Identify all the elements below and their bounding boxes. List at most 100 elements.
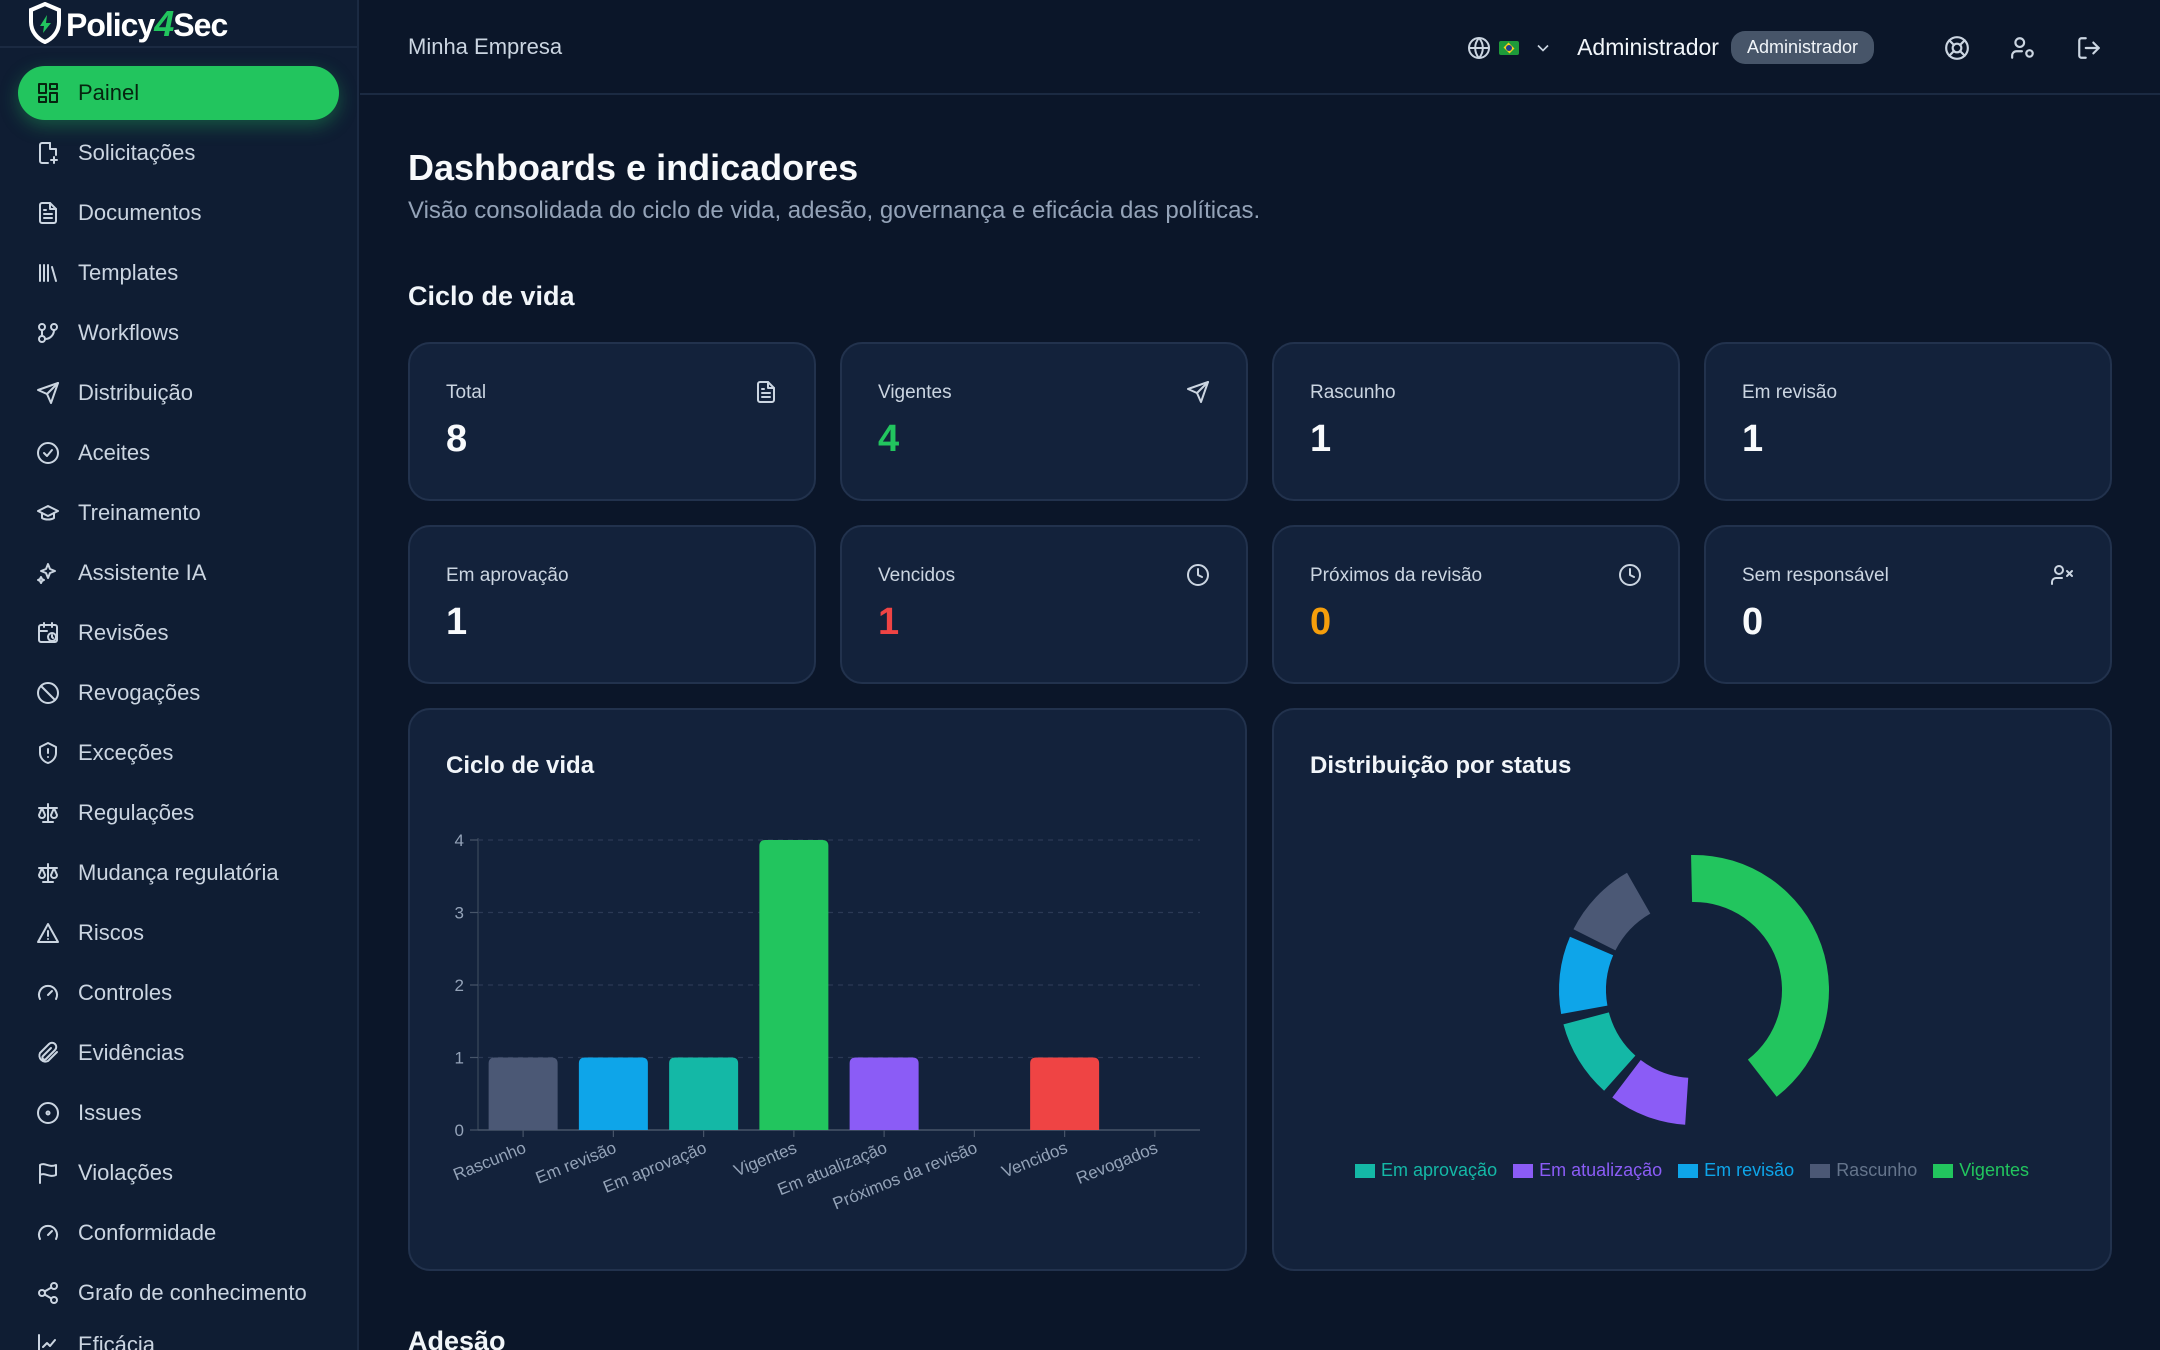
stat-card-proximos-da-revisao[interactable]: Próximos da revisão 0: [1272, 525, 1680, 684]
sidebar-item-treinamento[interactable]: Treinamento: [18, 486, 339, 540]
sidebar-item-label: Revogações: [78, 680, 201, 705]
stat-label: Em aprovação: [446, 565, 569, 586]
bar-vencidos: [1030, 1057, 1100, 1130]
file-plus-icon: [36, 141, 60, 165]
user-x-icon: [2050, 563, 2074, 587]
language-selector[interactable]: [1467, 36, 1553, 60]
role-badge: Administrador: [1730, 31, 1874, 64]
sidebar-item-label: Exceções: [78, 740, 174, 765]
legend-item-vigentes[interactable]: Vigentes: [1933, 1160, 2029, 1181]
stat-value: 8: [446, 418, 468, 460]
lifecycle-chart-card: Ciclo de vida 0 1 2 3 4 Rascunho Em revisão Em …: [408, 708, 1247, 1271]
sidebar-item-workflows[interactable]: Workflows: [18, 306, 339, 360]
sidebar-item-label: Riscos: [78, 920, 145, 945]
sidebar-item-controles[interactable]: Controles: [18, 966, 339, 1020]
sidebar-item-assistente-ia[interactable]: Assistente IA: [18, 546, 339, 600]
sidebar-item-label: Revisões: [78, 620, 169, 645]
grid-icon: [36, 81, 60, 105]
shield-logo-icon: [29, 2, 61, 44]
sidebar-item-revogacoes[interactable]: Revogações: [18, 666, 339, 720]
shield-alert-icon: [36, 741, 60, 765]
y-tick-label: 2: [455, 976, 464, 995]
sidebar-item-aceites[interactable]: Aceites: [18, 426, 339, 480]
stat-card-vigentes[interactable]: Vigentes 4: [840, 342, 1248, 501]
logout-icon[interactable]: [2076, 35, 2102, 61]
sidebar-item-label: Controles: [78, 980, 173, 1005]
stat-label: Rascunho: [1310, 382, 1396, 403]
sidebar-item-label: Workflows: [78, 320, 180, 345]
sidebar-item-excecoes[interactable]: Exceções: [18, 726, 339, 780]
sidebar-item-solicitacoes[interactable]: Solicitações: [18, 126, 339, 180]
donut-slice-rascunho[interactable]: [1573, 872, 1651, 951]
sidebar-item-issues[interactable]: Issues: [18, 1086, 339, 1140]
bar-vigentes: [759, 840, 829, 1130]
stat-label: Vigentes: [878, 382, 952, 403]
topbar: Minha Empresa Administrador Administrado…: [360, 0, 2160, 95]
gauge-icon: [36, 1221, 60, 1245]
status-chart-title: Distribuição por status: [1310, 752, 1572, 779]
legend-label: Em revisão: [1704, 1160, 1795, 1180]
sidebar-item-documentos[interactable]: Documentos: [18, 186, 339, 240]
sidebar-item-label: Grafo de conhecimento: [78, 1280, 307, 1305]
sidebar-item-grafo-de-conhecimento[interactable]: Grafo de conhecimento: [18, 1266, 339, 1320]
alert-triangle-icon: [36, 921, 60, 945]
stat-card-vencidos[interactable]: Vencidos 1: [840, 525, 1248, 684]
donut-slice-em-aprovacao[interactable]: [1563, 1012, 1636, 1091]
brazil-flag-icon: [1499, 40, 1520, 55]
sidebar-item-riscos[interactable]: Riscos: [18, 906, 339, 960]
chart-icon: [36, 1332, 60, 1350]
clock-icon: [1186, 563, 1210, 587]
bar-em-atualizacao: [849, 1057, 919, 1130]
scale-icon: [36, 801, 60, 825]
sidebar-item-violacoes[interactable]: Violações: [18, 1146, 339, 1200]
legend-item-rascunho[interactable]: Rascunho: [1810, 1160, 1917, 1181]
library-icon: [36, 261, 60, 285]
sidebar-item-label: Treinamento: [78, 500, 201, 525]
clock-icon: [1618, 563, 1642, 587]
donut-slice-vigentes[interactable]: [1691, 855, 1829, 1097]
sidebar-nav: Painel Solicitações Documentos Templates Wor…: [0, 66, 357, 1350]
stat-label: Próximos da revisão: [1310, 565, 1483, 586]
sidebar-item-revisoes[interactable]: Revisões: [18, 606, 339, 660]
stat-card-sem-responsavel[interactable]: Sem responsável 0: [1704, 525, 2112, 684]
stat-card-rascunho[interactable]: Rascunho 1: [1272, 342, 1680, 501]
logo[interactable]: Policy4Sec: [0, 0, 357, 48]
topbar-actions: Administrador Administrador: [1467, 0, 2102, 95]
company-name[interactable]: Minha Empresa: [408, 33, 563, 59]
donut-slice-em-atualizacao[interactable]: [1612, 1060, 1689, 1125]
sidebar-item-templates[interactable]: Templates: [18, 246, 339, 300]
sidebar-item-label: Painel: [78, 80, 140, 105]
flag-icon: [36, 1161, 60, 1185]
sidebar-item-label: Conformidade: [78, 1220, 217, 1245]
send-icon: [1186, 380, 1210, 404]
sidebar-item-conformidade[interactable]: Conformidade: [18, 1206, 339, 1260]
legend-item-em-aprovacao[interactable]: Em aprovação: [1355, 1160, 1497, 1181]
stat-card-em-aprovacao[interactable]: Em aprovação 1: [408, 525, 816, 684]
ban-icon: [36, 681, 60, 705]
send-icon: [36, 381, 60, 405]
legend-label: Em aprovação: [1381, 1160, 1498, 1180]
stat-label: Em revisão: [1742, 382, 1838, 403]
stat-card-em-revisao[interactable]: Em revisão 1: [1704, 342, 2112, 501]
legend-item-em-atualizacao[interactable]: Em atualização: [1513, 1160, 1662, 1181]
y-tick-label: 0: [455, 1121, 464, 1140]
sidebar-item-distribuicao[interactable]: Distribuição: [18, 366, 339, 420]
chevron-down-icon: [1537, 44, 1549, 52]
help-lifebuoy-icon[interactable]: [1944, 35, 1970, 61]
sidebar-item-painel[interactable]: Painel: [18, 66, 339, 120]
legend-item-em-revisao[interactable]: Em revisão: [1678, 1160, 1794, 1181]
paperclip-icon: [36, 1041, 60, 1065]
user-settings-icon[interactable]: [2010, 35, 2036, 61]
legend-swatch: [1933, 1163, 1954, 1178]
sidebar-item-eficacia[interactable]: Eficácia: [18, 1326, 339, 1350]
stat-card-total[interactable]: Total 8: [408, 342, 816, 501]
donut-slice-em-revisao[interactable]: [1559, 936, 1614, 1015]
check-circle-icon: [36, 441, 60, 465]
sidebar-item-regulacoes[interactable]: Regulações: [18, 786, 339, 840]
sidebar-item-mudanca-regulatoria[interactable]: Mudança regulatória: [18, 846, 339, 900]
sidebar-item-label: Assistente IA: [78, 560, 207, 585]
sidebar-item-evidencias[interactable]: Evidências: [18, 1026, 339, 1080]
sidebar-item-label: Solicitações: [78, 140, 196, 165]
y-tick-label: 1: [455, 1049, 464, 1068]
